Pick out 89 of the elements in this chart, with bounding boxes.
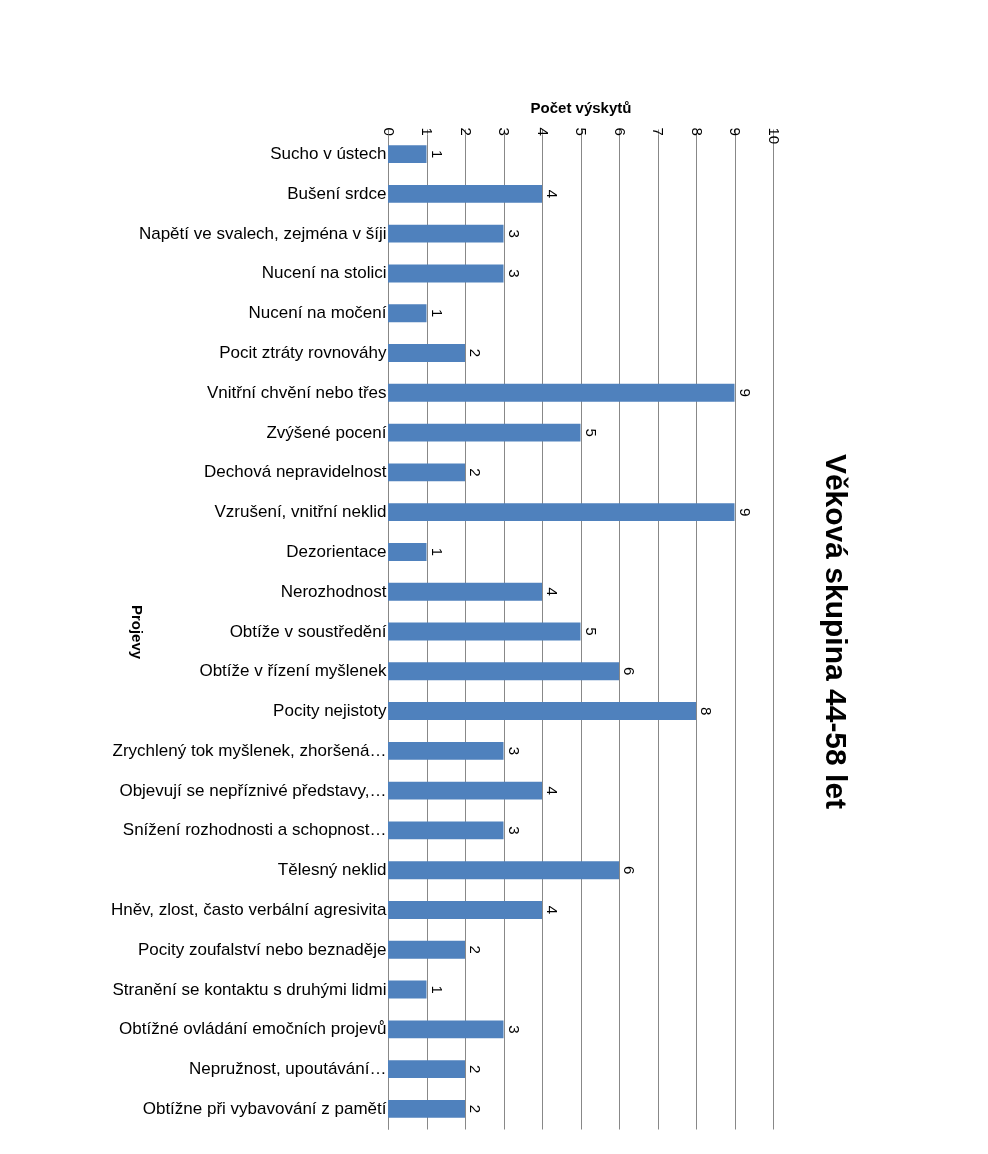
bar — [388, 741, 504, 760]
data-label: 1 — [428, 149, 446, 159]
data-label: 2 — [467, 945, 484, 954]
data-label: 3 — [505, 746, 523, 756]
bar — [388, 383, 735, 402]
bar — [388, 702, 696, 721]
y-tick-label: Obtížné ovládání emočních projevů — [119, 1019, 387, 1039]
y-tick-label: Nerozhodnost — [280, 581, 387, 601]
bar — [388, 781, 542, 800]
data-label: 4 — [544, 189, 561, 199]
data-label: 5 — [582, 627, 600, 636]
x-tick-label: 7 — [650, 127, 667, 136]
y-tick-label: Tělesný neklid — [277, 860, 387, 880]
data-label: 6 — [621, 866, 638, 875]
y-tick-label: Obtíže v řízení myšlenek — [199, 661, 387, 681]
data-label: 1 — [428, 309, 446, 318]
y-tick-label: Napětí ve svalech, zejména v šíji — [138, 223, 387, 243]
bar — [388, 463, 465, 482]
x-tick-label: 5 — [573, 127, 590, 136]
data-label: 2 — [467, 1104, 484, 1114]
y-tick-label: Pocit ztráty rovnováhy — [219, 343, 387, 363]
x-tick-label: 3 — [496, 127, 513, 136]
x-tick-label: 10 — [765, 127, 783, 145]
bar — [388, 1020, 504, 1039]
data-label: 3 — [505, 229, 523, 238]
bar — [388, 821, 504, 840]
data-label: 9 — [736, 507, 754, 517]
x-tick-label: 1 — [419, 127, 436, 136]
data-label: 8 — [698, 706, 715, 716]
bar — [388, 861, 619, 880]
x-tick-label: 6 — [611, 127, 629, 136]
bar — [388, 582, 542, 601]
y-tick-label: Zvýšené pocení — [266, 422, 387, 442]
y-tick-label: Obtížne při vybavování z pamětí — [142, 1098, 387, 1118]
y-tick-label: Stranění se kontaktu s druhými lidmi — [112, 979, 387, 999]
bar — [388, 344, 465, 362]
y-tick-label: Hněv, zlost, často verbální agresivita — [110, 899, 388, 919]
bar — [388, 264, 504, 283]
bar — [388, 901, 542, 919]
bar — [388, 145, 427, 164]
y-tick-label: Dechová nepravidelnost — [204, 462, 387, 482]
text: Věková skupina 44-58 let — [820, 453, 853, 810]
bar — [388, 304, 427, 323]
y-tick-label: Objevují se nepříznivé představy,… — [119, 780, 387, 800]
y-tick-label: Zrychlený tok myšlenek, zhoršená… — [112, 740, 387, 760]
data-label: 1 — [428, 547, 446, 557]
y-tick-label: Pocity nejistoty — [273, 701, 387, 721]
bar — [388, 940, 465, 959]
x-tick-label: 2 — [457, 127, 475, 136]
data-label: 5 — [582, 428, 600, 437]
bar — [388, 662, 619, 681]
data-label: 2 — [467, 468, 484, 477]
y-tick-label: Nepružnost, upoutávání… — [188, 1059, 387, 1079]
bar — [388, 980, 427, 999]
bar — [388, 542, 427, 561]
y-axis-title: Projevy — [128, 604, 146, 660]
data-label: 4 — [544, 587, 561, 596]
x-tick-label: 0 — [380, 127, 398, 136]
bar — [388, 184, 542, 203]
y-tick-label: Bušení srdce — [287, 183, 387, 203]
y-tick-label: Dezorientace — [286, 541, 387, 561]
y-tick-label: Vzrušení, vnitřní neklid — [214, 502, 387, 522]
bar — [388, 423, 581, 442]
x-axis-title: Počet výskytů — [530, 98, 632, 116]
bar — [388, 503, 735, 522]
y-tick-label: Vnitřní chvění nebo třes — [206, 382, 387, 402]
data-label: 9 — [736, 388, 754, 397]
data-label: 3 — [505, 1025, 523, 1034]
data-label: 1 — [428, 985, 446, 994]
data-label: 4 — [544, 905, 561, 915]
data-label: 3 — [505, 826, 523, 835]
y-tick-label: Sucho v ústech — [270, 144, 387, 164]
x-tick-label: 8 — [688, 127, 706, 136]
y-tick-label: Pocity zoufalství nebo beznaděje — [137, 939, 387, 959]
y-tick-label: Snížení rozhodnosti a schopnost… — [122, 820, 387, 840]
data-label: 4 — [544, 786, 561, 795]
x-tick-label: 9 — [727, 127, 744, 136]
data-label: 2 — [467, 348, 484, 358]
x-tick-label: 4 — [534, 127, 552, 136]
bar — [388, 1099, 465, 1118]
bar — [388, 622, 581, 641]
y-tick-label: Obtíže v soustředění — [229, 621, 387, 641]
y-tick-label: Nucení na močení — [248, 303, 387, 323]
y-tick-label: Nucení na stolici — [261, 263, 387, 283]
data-label: 2 — [467, 1064, 484, 1074]
bar — [388, 1060, 465, 1079]
bar — [388, 224, 504, 243]
data-label: 6 — [621, 667, 638, 676]
data-label: 3 — [505, 269, 523, 278]
